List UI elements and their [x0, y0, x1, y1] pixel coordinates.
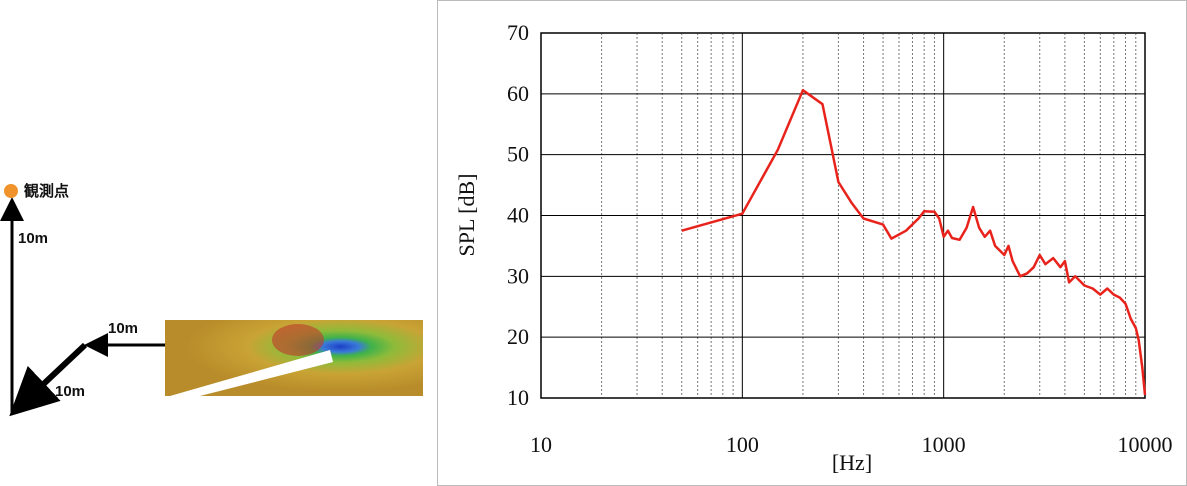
x-axis-label: [Hz] — [832, 450, 872, 475]
map-region — [272, 324, 324, 356]
y-axis-label: SPL [dB] — [454, 174, 479, 257]
x-tick-label: 10 — [530, 432, 552, 457]
y-tick-label: 70 — [507, 20, 529, 45]
distance-label: 10m — [18, 230, 48, 247]
y-tick-label: 30 — [507, 263, 529, 288]
y-tick-label: 50 — [507, 142, 529, 167]
figure: 観測点 10m 10m 10m [Hz] SPL [dB] 10 20 30 40 50… — [0, 0, 1187, 486]
x-tick-label: 10000 — [1118, 432, 1173, 457]
y-tick-label: 40 — [507, 203, 529, 228]
y-tick-label: 20 — [507, 324, 529, 349]
x-tick-label: 1000 — [922, 432, 966, 457]
diagram: 観測点 10m 10m 10m — [4, 182, 423, 413]
observer-label: 観測点 — [24, 182, 69, 200]
x-tick-label: 100 — [726, 432, 759, 457]
y-tick-label: 10 — [507, 385, 529, 410]
distance-label: 10m — [55, 383, 85, 400]
y-tick-label: 60 — [507, 81, 529, 106]
observer-point — [4, 184, 18, 198]
distance-label: 10m — [108, 320, 138, 337]
